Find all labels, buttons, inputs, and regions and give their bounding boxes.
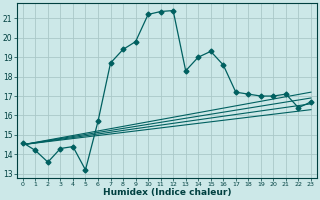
X-axis label: Humidex (Indice chaleur): Humidex (Indice chaleur) xyxy=(103,188,231,197)
